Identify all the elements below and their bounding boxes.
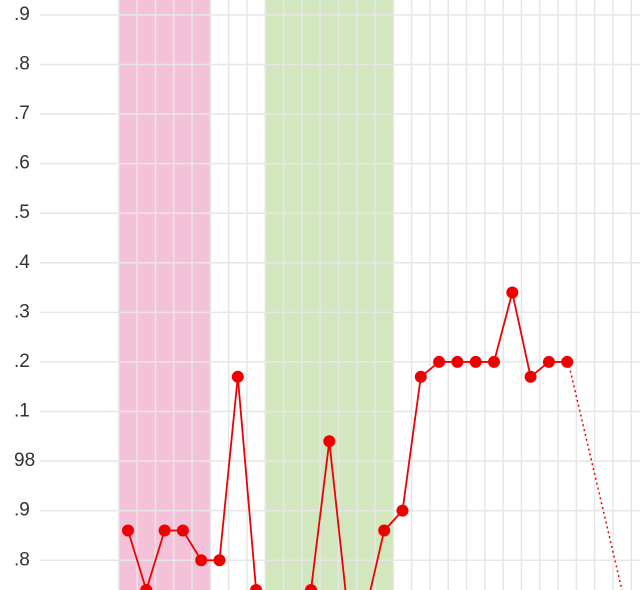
y-tick-label: .2 [14, 351, 30, 372]
y-tick-label: .5 [14, 202, 30, 223]
projection-line [567, 360, 623, 590]
y-tick-label: 98 [14, 450, 35, 471]
data-point [378, 524, 391, 537]
y-tick-label: .9 [14, 500, 30, 521]
y-tick-label: .4 [14, 252, 30, 273]
data-point [542, 355, 555, 368]
data-point [488, 355, 500, 368]
data-point [305, 584, 317, 590]
data-point [506, 286, 519, 299]
data-point [122, 524, 134, 537]
data-point [414, 370, 427, 383]
data-point [323, 435, 336, 448]
data-point [231, 370, 244, 383]
shaded-range [118, 0, 211, 590]
y-tick-label: .3 [14, 301, 30, 322]
data-point [195, 554, 208, 567]
data-point [158, 524, 171, 537]
data-point [250, 584, 263, 590]
y-tick-label: .6 [14, 153, 30, 174]
grid-layer [40, 0, 640, 590]
y-tick-label: .7 [14, 103, 30, 124]
data-point [433, 355, 446, 368]
shaded-range [265, 0, 394, 590]
y-tick-label: .8 [14, 549, 30, 570]
data-point [213, 554, 226, 567]
data-point [524, 370, 537, 383]
data-point [469, 355, 482, 368]
data-point [451, 355, 464, 368]
y-tick-label: .1 [14, 401, 30, 422]
data-point [561, 355, 574, 368]
data-point [176, 524, 189, 537]
data-point [396, 504, 409, 517]
background-layer [118, 0, 394, 590]
label-layer: .8 .9 98 .1 .2 .3 .4 .5 .6 .7 .8 .9 [14, 4, 35, 570]
data-point [140, 584, 153, 590]
y-tick-label: .8 [14, 53, 30, 74]
y-tick-label: .9 [14, 4, 30, 25]
plot-layer [122, 286, 574, 590]
